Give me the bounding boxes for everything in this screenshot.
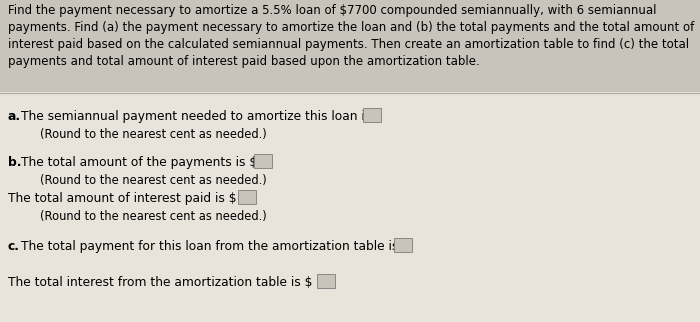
Text: The semiannual payment needed to amortize this loan is $: The semiannual payment needed to amortiz… [21,110,383,123]
Text: The total amount of the payments is $: The total amount of the payments is $ [21,156,257,169]
Text: (Round to the nearest cent as needed.): (Round to the nearest cent as needed.) [40,210,267,223]
Text: c.: c. [8,240,20,253]
Text: The total interest from the amortization table is $: The total interest from the amortization… [8,276,312,289]
Text: (Round to the nearest cent as needed.): (Round to the nearest cent as needed.) [40,128,267,141]
Text: b.: b. [8,156,22,169]
Text: (Round to the nearest cent as needed.): (Round to the nearest cent as needed.) [40,174,267,187]
Text: The total amount of interest paid is $: The total amount of interest paid is $ [8,192,237,205]
FancyBboxPatch shape [394,238,412,252]
Bar [0,92,700,322]
Text: Find the payment necessary to amortize a 5.5% loan of $7700 compounded semiannua: Find the payment necessary to amortize a… [8,4,694,68]
Text: a.: a. [8,110,21,123]
FancyBboxPatch shape [254,154,272,168]
FancyBboxPatch shape [363,108,381,122]
FancyBboxPatch shape [317,274,335,288]
Text: The total payment for this loan from the amortization table is $: The total payment for this loan from the… [21,240,410,253]
Bar [0,0,700,92]
FancyBboxPatch shape [238,190,256,204]
